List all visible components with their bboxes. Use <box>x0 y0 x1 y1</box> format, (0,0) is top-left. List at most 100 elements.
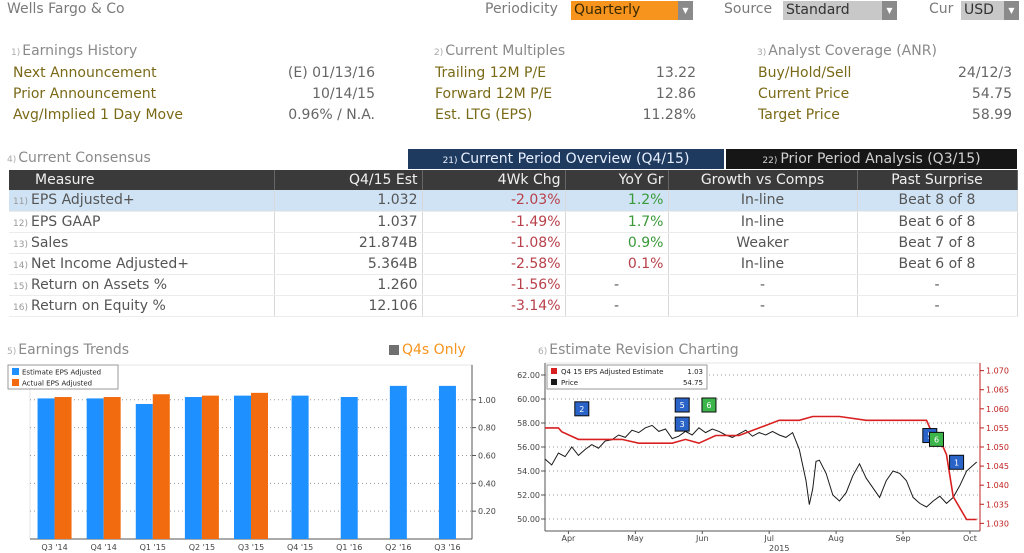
table-row[interactable]: 16) Return on Equity % 12.106 -3.14% - - … <box>9 295 1018 317</box>
x-tick-label: Sep <box>895 534 910 543</box>
column-header-yoy[interactable]: YoY Gr <box>565 170 669 190</box>
currency-dropdown[interactable]: USD ▼ <box>961 1 1019 20</box>
column-header-surprise[interactable]: Past Surprise <box>857 170 1018 190</box>
target-price-value: 58.99 <box>971 107 1012 123</box>
revision-marker <box>949 454 965 470</box>
left-y-tick-label: 54.00 <box>517 467 540 476</box>
est-cell: 12.106 <box>274 295 423 317</box>
right-y-tick-label: 1.070 <box>986 367 1009 376</box>
tab-prior-period[interactable]: 22) Prior Period Analysis (Q3/15) <box>726 149 1017 169</box>
comps-cell: In-line <box>668 253 858 275</box>
revision-marker <box>701 397 717 413</box>
yoy-cell: - <box>565 295 669 317</box>
revision-marker-label: 1 <box>954 458 959 467</box>
measure-cell[interactable]: 14) Net Income Adjusted+ <box>9 253 275 275</box>
current-multiples-title[interactable]: 2) Current Multiples <box>434 43 566 59</box>
legend-value-price: 54.75 <box>683 379 703 387</box>
estimate-bar <box>438 385 456 539</box>
q4s-only-toggle[interactable]: Q4s Only <box>389 342 466 358</box>
measure-cell[interactable]: 15) Return on Assets % <box>9 274 275 296</box>
chevron-down-icon: ▼ <box>1004 1 1019 20</box>
surprise-cell: Beat 8 of 8 <box>857 190 1018 212</box>
analyst-coverage-title[interactable]: 3) Analyst Coverage (ANR) <box>757 43 937 59</box>
legend-box <box>546 364 708 390</box>
revision-marker <box>674 416 690 432</box>
surprise-cell: Beat 7 of 8 <box>857 232 1018 254</box>
surprise-cell: Beat 6 of 8 <box>857 211 1018 233</box>
next-announcement-value: (E) 01/13/16 <box>287 65 375 81</box>
column-header-measure[interactable]: Measure <box>9 170 275 190</box>
current-price-label: Current Price <box>758 86 850 102</box>
currency-value: USD <box>964 2 994 18</box>
right-y-tick-label: 1.030 <box>986 519 1009 528</box>
estimate-revision-title[interactable]: 6) Estimate Revision Charting <box>538 342 739 358</box>
chg-cell: -3.14% <box>422 295 566 317</box>
surprise-cell: - <box>857 274 1018 296</box>
estimate-bar <box>86 398 104 539</box>
est-ltg-label: Est. LTG (EPS) <box>435 107 533 123</box>
right-y-tick-label: 1.060 <box>986 405 1009 414</box>
chg-cell: -1.56% <box>422 274 566 296</box>
est-cell: 5.364B <box>274 253 423 275</box>
source-value: Standard <box>786 2 850 18</box>
column-header-chg[interactable]: 4Wk Chg <box>422 170 566 190</box>
x-tick-label: Aug <box>828 534 844 543</box>
legend-swatch-estimate <box>551 368 557 374</box>
column-header-comps[interactable]: Growth vs Comps <box>668 170 858 190</box>
est-cell: 1.260 <box>274 274 423 296</box>
measure-cell[interactable]: 11) EPS Adjusted+ <box>9 190 275 212</box>
estimate-bar <box>234 395 251 539</box>
revision-marker-label: 6 <box>934 435 939 444</box>
trailing-pe-label: Trailing 12M P/E <box>435 65 547 81</box>
x-tick-label: Q2 '15 <box>189 543 215 552</box>
target-price-label: Target Price <box>758 107 840 123</box>
chg-cell: -1.49% <box>422 211 566 233</box>
legend-swatch-actual <box>12 379 19 386</box>
left-y-tick-label: 60.00 <box>517 395 540 404</box>
est-cell: 1.037 <box>274 211 423 233</box>
legend-label-estimate: Q4 15 EPS Adjusted Estimate <box>561 368 663 376</box>
currency-label: Cur <box>929 1 954 17</box>
earnings-trends-title[interactable]: 5) Earnings Trends <box>7 342 130 358</box>
comps-cell: - <box>668 274 858 296</box>
table-row[interactable]: 15) Return on Assets % 1.260 -1.56% - - - <box>9 274 1018 296</box>
source-dropdown[interactable]: Standard ▼ <box>783 1 897 20</box>
est-cell: 1.032 <box>274 190 423 212</box>
legend-label-estimate: Estimate EPS Adjusted <box>22 369 101 377</box>
right-y-tick-label: 1.035 <box>986 500 1009 509</box>
right-y-tick-label: 1.065 <box>986 386 1009 395</box>
avg-move-label: Avg/Implied 1 Day Move <box>13 107 184 123</box>
actual-bar <box>201 395 219 539</box>
table-row[interactable]: 11) EPS Adjusted+ 1.032 -2.03% 1.2% In-li… <box>9 190 1018 212</box>
table-row[interactable]: 12) EPS GAAP 1.037 -1.49% 1.7% In-line Be… <box>9 211 1018 233</box>
right-y-tick-label: 1.045 <box>986 462 1009 471</box>
periodicity-value: Quarterly <box>574 2 641 18</box>
measure-cell[interactable]: 13) Sales <box>9 232 275 254</box>
legend-label-actual: Actual EPS Adjusted <box>22 380 92 388</box>
y-tick-label: 0.60 <box>478 451 496 460</box>
estimate-bar <box>37 398 55 539</box>
earnings-history-title[interactable]: 1) Earnings History <box>11 43 138 59</box>
x-tick-label: Q3 '14 <box>41 543 67 552</box>
measure-cell[interactable]: 16) Return on Equity % <box>9 295 275 317</box>
prior-announcement-value: 10/14/15 <box>312 86 375 102</box>
y-tick-label: 0.20 <box>478 507 496 516</box>
yoy-cell: 0.9% <box>565 232 669 254</box>
chg-cell: -2.03% <box>422 190 566 212</box>
periodicity-dropdown[interactable]: Quarterly ▼ <box>571 1 693 20</box>
yoy-cell: 1.7% <box>565 211 669 233</box>
checkbox-icon <box>389 345 399 355</box>
measure-cell[interactable]: 12) EPS GAAP <box>9 211 275 233</box>
table-row[interactable]: 14) Net Income Adjusted+ 5.364B -2.58% 0.… <box>9 253 1018 275</box>
table-header-row: Measure Q4/15 Est 4Wk Chg YoY Gr Growth … <box>9 170 1018 190</box>
forward-pe-value: 12.86 <box>655 86 696 102</box>
revision-marker-label: 3 <box>680 420 685 429</box>
y-tick-label: 0.40 <box>478 479 496 488</box>
current-consensus-title[interactable]: 4) Current Consensus <box>7 150 151 166</box>
table-row[interactable]: 13) Sales 21.874B -1.08% 0.9% Weaker Beat… <box>9 232 1018 254</box>
right-y-tick-label: 1.050 <box>986 443 1009 452</box>
column-header-est[interactable]: Q4/15 Est <box>274 170 423 190</box>
actual-bar <box>54 397 72 539</box>
x-tick-label: Apr <box>562 534 577 543</box>
tab-current-period[interactable]: 21) Current Period Overview (Q4/15) <box>408 149 724 169</box>
